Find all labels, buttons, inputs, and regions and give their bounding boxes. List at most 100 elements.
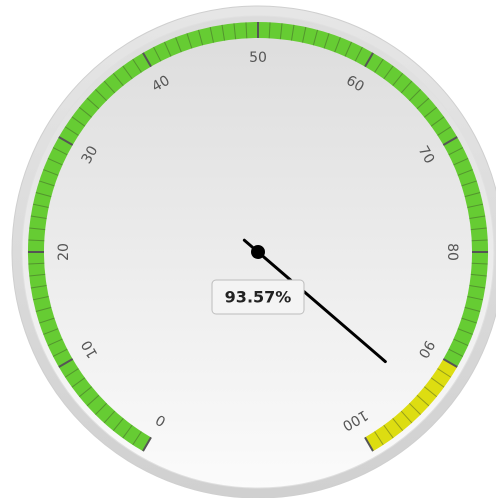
minor-tick [408,89,421,102]
minor-tick [103,80,116,94]
minor-tick [423,106,438,118]
tick-label: 90 [415,337,438,360]
minor-tick [461,180,477,187]
minor-tick [464,306,481,313]
minor-tick [470,227,487,231]
minor-tick [29,273,46,277]
minor-tick [408,402,421,415]
minor-tick [175,37,182,53]
minor-tick [430,377,445,388]
minor-tick [209,26,214,43]
minor-tick [374,58,384,73]
minor-tick [132,431,142,446]
value-label: 93.57% [225,288,292,307]
tick-label: 30 [79,143,102,166]
tick-label: 40 [149,73,172,96]
minor-tick [448,348,464,357]
gauge-band [28,22,488,452]
minor-tick [453,338,469,347]
minor-tick [153,46,162,62]
minor-tick [39,317,55,324]
minor-tick [28,262,45,265]
minor-tick [78,106,93,118]
minor-tick [112,417,124,432]
minor-tick [471,262,488,265]
minor-tick [132,58,142,73]
needle-pivot [251,245,265,259]
minor-tick [86,97,100,110]
minor-tick [233,23,237,40]
minor-tick [78,386,93,398]
minor-tick [95,89,108,102]
minor-tick [122,424,133,439]
minor-tick [30,215,47,220]
tick-label: 10 [79,337,102,360]
minor-tick [35,191,52,198]
minor-tick [437,368,452,378]
minor-tick [122,65,133,80]
minor-tick [279,23,283,40]
minor-tick [47,157,63,166]
minor-tick [383,424,394,439]
minor-tick [32,296,49,301]
minor-tick [95,402,108,415]
minor-tick [312,29,319,46]
minor-tick [430,116,445,127]
minor-tick [471,239,488,242]
minor-tick [416,394,430,407]
tick-label: 60 [343,73,366,96]
value-box [211,279,305,315]
minor-tick [383,65,394,80]
minor-tick [470,273,487,277]
minor-tick [469,215,486,220]
minor-tick [323,33,330,49]
minor-tick [467,296,484,301]
minor-tick [334,37,341,53]
minor-tick [43,328,59,335]
minor-tick [86,394,100,407]
minor-tick [344,41,353,57]
minor-tick [186,33,193,49]
major-tick [58,136,74,146]
tick-label: 50 [249,50,267,66]
minor-tick [32,203,49,208]
minor-tick [221,24,226,41]
minor-tick [464,191,481,198]
minor-tick [392,72,404,87]
minor-tick [423,386,438,398]
minor-tick [35,306,52,313]
major-tick [58,358,74,368]
minor-tick [400,410,413,424]
minor-tick [30,284,47,289]
minor-tick [457,328,473,335]
minor-tick [103,410,116,424]
minor-tick [453,157,469,166]
minor-tick [43,169,59,176]
minor-tick [374,431,384,446]
major-tick [142,52,152,68]
major-tick [364,52,374,68]
minor-tick [400,80,413,94]
tick-label: 70 [415,143,438,166]
tick-label: 80 [444,243,460,261]
minor-tick [47,338,63,347]
minor-tick [457,169,473,176]
minor-tick [163,41,172,57]
minor-tick [245,22,248,39]
minor-tick [290,24,295,41]
minor-tick [29,227,46,231]
minor-tick [469,284,486,289]
minor-tick [437,126,452,136]
gauge-band [364,358,458,452]
minor-tick [448,147,464,156]
minor-tick [64,368,79,378]
minor-tick [392,417,404,432]
minor-tick [302,26,307,43]
minor-tick [461,317,477,324]
minor-tick [52,147,68,156]
major-tick [142,436,152,452]
minor-tick [354,46,363,62]
